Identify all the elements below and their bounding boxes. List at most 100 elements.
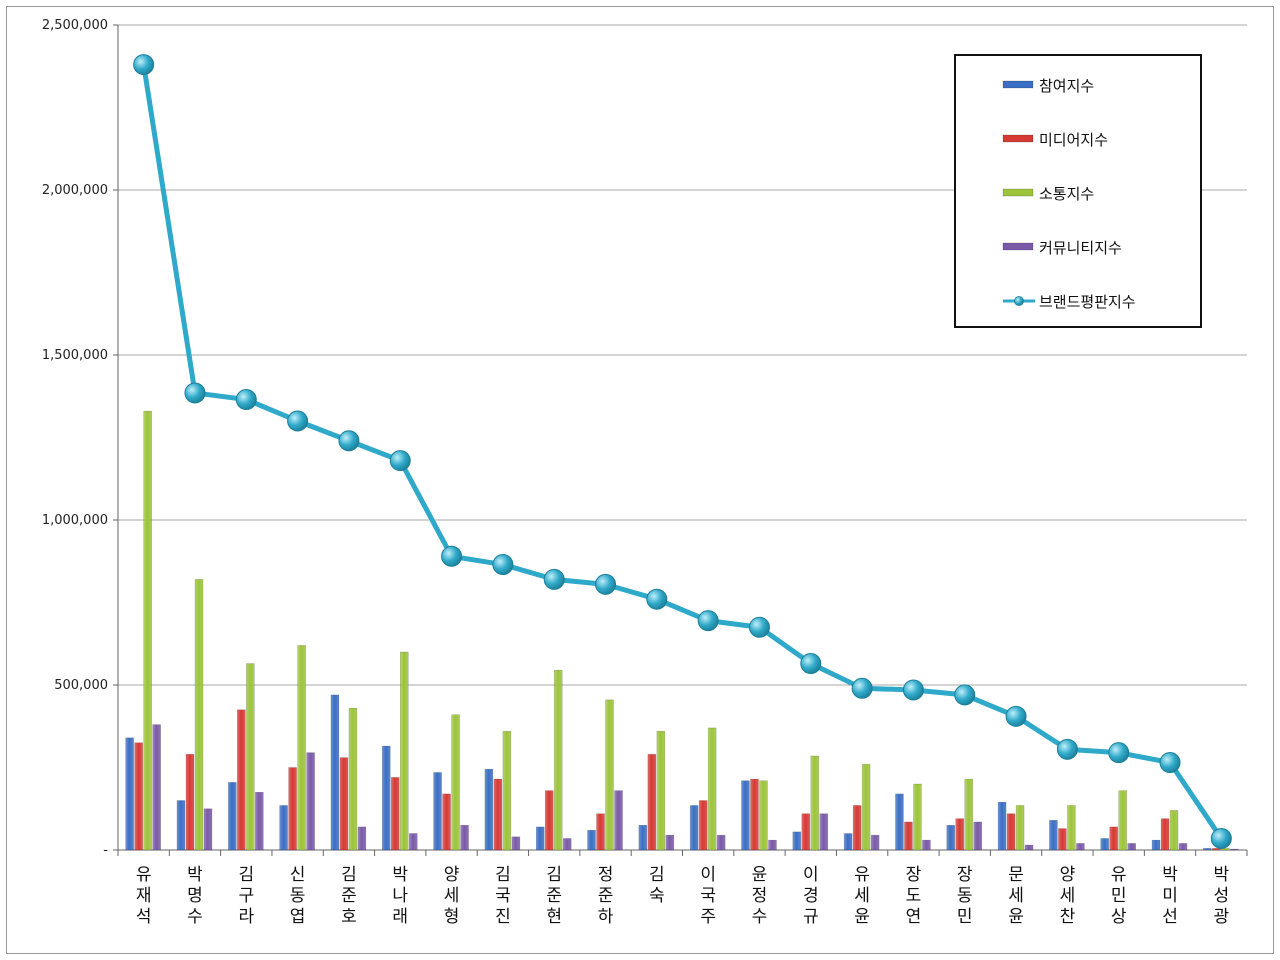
bar-참여지수-김숙 (638, 825, 648, 851)
marker-문세윤 (1005, 705, 1027, 727)
bar-소통지수-신동엽 (297, 645, 306, 851)
marker-양세형 (441, 545, 463, 567)
marker-이경규 (800, 653, 822, 675)
bar-참여지수-박나래 (382, 745, 391, 851)
legend-swatch (1002, 242, 1034, 251)
brand-reputation-chart: - 500,000 1,000,000 1,500,000 2,000,000 2,500… (42, 18, 1248, 927)
bar-미디어지수-김준현 (544, 790, 554, 851)
bar-소통지수-박성광 (1221, 848, 1230, 851)
bar-참여지수-장도연 (895, 793, 904, 851)
bar-커뮤니티지수-양세형 (460, 825, 469, 851)
legend-label: 소통지수 (1039, 185, 1094, 203)
bar-미디어지수-신동엽 (288, 767, 297, 851)
bar-미디어지수-유세윤 (852, 805, 862, 851)
bar-미디어지수-김국진 (493, 778, 503, 851)
bar-미디어지수-윤정수 (750, 778, 759, 851)
bar-미디어지수-김숙 (647, 754, 657, 851)
marker-박성광 (1210, 827, 1232, 849)
bar-참여지수-박성광 (1203, 848, 1212, 851)
bar-미디어지수-유민상 (1109, 826, 1118, 851)
y-tick-label: 1,500,000 (42, 348, 108, 363)
bar-미디어지수-박나래 (391, 777, 400, 851)
bar-참여지수-양세찬 (1049, 820, 1058, 851)
chart-frame: - 500,000 1,000,000 1,500,000 2,000,000 2,500… (6, 6, 1274, 954)
marker-김숙 (646, 588, 668, 610)
bar-커뮤니티지수-장동민 (973, 821, 982, 851)
bar-소통지수-유재석 (143, 410, 152, 851)
y-tick-label: 1,000,000 (42, 513, 108, 528)
bar-소통지수-양세찬 (1067, 805, 1076, 851)
legend-swatch (1002, 80, 1034, 89)
bar-커뮤니티지수-김국진 (511, 836, 521, 851)
bar-참여지수-박미선 (1151, 839, 1161, 851)
bar-소통지수-문세윤 (1015, 805, 1025, 851)
bar-커뮤니티지수-이국주 (716, 834, 726, 851)
bar-미디어지수-이국주 (698, 800, 708, 851)
bar-미디어지수-김준호 (339, 757, 349, 851)
bar-참여지수-이국주 (689, 805, 699, 851)
marker-김국진 (492, 554, 514, 576)
bar-미디어지수-박성광 (1212, 848, 1221, 851)
bar-커뮤니티지수-박나래 (409, 833, 418, 851)
bar-커뮤니티지수-박성광 (1230, 848, 1239, 851)
bar-미디어지수-박미선 (1160, 818, 1170, 851)
brand-line (133, 54, 1232, 849)
bar-참여지수-김국진 (484, 768, 494, 851)
bar-참여지수-박명수 (176, 800, 186, 851)
bar-커뮤니티지수-김숙 (665, 834, 675, 851)
bar-참여지수-신동엽 (279, 805, 288, 851)
y-tick-label: 2,000,000 (42, 183, 108, 198)
bar-소통지수-김국진 (502, 730, 512, 851)
bar-소통지수-유민상 (1118, 790, 1127, 851)
marker-김준호 (338, 430, 360, 452)
bar-커뮤니티지수-김구라 (255, 792, 264, 851)
bar-소통지수-박미선 (1169, 810, 1179, 851)
bar-소통지수-장도연 (913, 783, 922, 851)
bar-참여지수-장동민 (946, 825, 955, 851)
bar-커뮤니티지수-문세윤 (1024, 844, 1034, 851)
bar-커뮤니티지수-유재석 (152, 724, 161, 851)
marker-유세윤 (851, 677, 873, 699)
bar-소통지수-정준하 (605, 699, 614, 851)
bar-소통지수-김숙 (656, 730, 666, 851)
bar-커뮤니티지수-정준하 (614, 790, 623, 851)
bar-커뮤니티지수-신동엽 (306, 752, 315, 851)
bar-커뮤니티지수-유민상 (1127, 843, 1136, 851)
bar-미디어지수-유재석 (134, 742, 143, 851)
marker-유민상 (1108, 742, 1130, 764)
bar-미디어지수-이경규 (801, 813, 811, 851)
marker-윤정수 (748, 616, 770, 638)
line-브랜드평판지수 (141, 64, 1224, 840)
bar-소통지수-박명수 (194, 579, 204, 851)
bars (125, 410, 1239, 851)
marker-양세찬 (1056, 738, 1078, 760)
bar-참여지수-김준호 (330, 694, 340, 851)
bar-소통지수-이국주 (707, 727, 717, 851)
marker-유재석 (133, 54, 155, 76)
marker-신동엽 (287, 410, 309, 432)
bar-소통지수-윤정수 (759, 780, 768, 851)
bar-소통지수-김준현 (553, 669, 563, 851)
bar-미디어지수-양세찬 (1058, 828, 1067, 851)
legend-swatch (1002, 188, 1034, 197)
bar-커뮤니티지수-양세찬 (1076, 843, 1085, 851)
bar-소통지수-양세형 (451, 714, 460, 851)
bar-커뮤니티지수-윤정수 (768, 839, 777, 851)
legend-label: 미디어지수 (1039, 131, 1108, 149)
bar-참여지수-유민상 (1100, 838, 1109, 851)
bar-참여지수-이경규 (792, 831, 802, 851)
marker-장동민 (954, 684, 976, 706)
